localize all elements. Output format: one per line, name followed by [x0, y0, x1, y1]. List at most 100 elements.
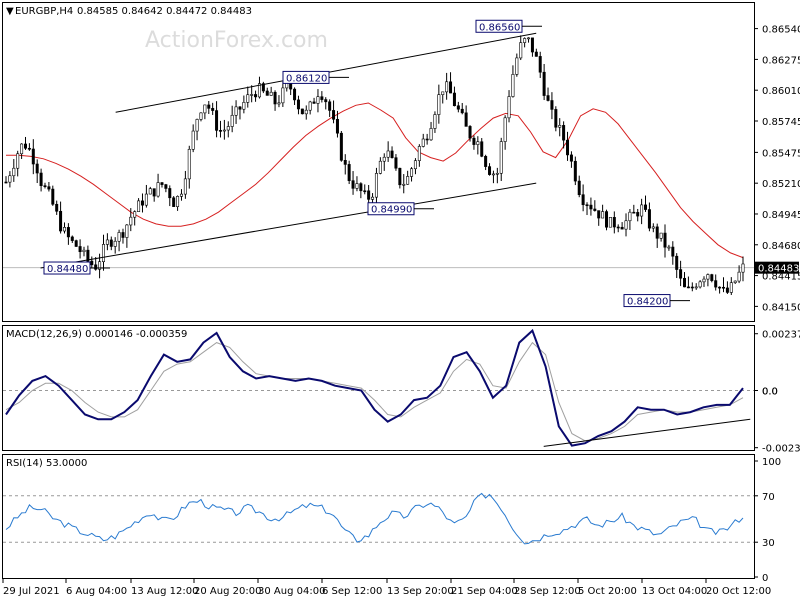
time-tick-label: 30 Aug 04:00 [258, 586, 325, 597]
candle-body [82, 249, 86, 253]
candle-body [511, 74, 515, 97]
candle-body [152, 188, 156, 197]
candle-body [698, 281, 702, 288]
candle-body [308, 101, 312, 111]
price-annotations: 0.84480 0.86120 0.84990 0.86560 0.84200 [43, 19, 690, 308]
price-tick-label: 0.84150 [762, 302, 800, 313]
channel-lines [40, 32, 537, 269]
rsi-line [5, 492, 744, 545]
candle-body [265, 90, 269, 96]
candle-body [179, 193, 183, 197]
candle-body [86, 249, 90, 262]
current-price-box [755, 261, 799, 274]
candle-body [129, 216, 133, 226]
candle-body [534, 51, 538, 57]
candle-body [98, 261, 102, 270]
rsi-tick-label: 30 [762, 538, 775, 549]
candle-body [277, 102, 281, 105]
candle-body [140, 200, 144, 206]
price-panel-frame [2, 2, 755, 322]
candle-body [577, 180, 581, 196]
candle-body [433, 114, 437, 129]
candle-body [43, 185, 47, 187]
candle-body [105, 239, 109, 245]
candle-body [425, 138, 429, 141]
watermark: ActionForex.com [145, 28, 328, 53]
candle-body [523, 38, 527, 43]
rsi-layer [3, 492, 754, 545]
candle-body [468, 126, 472, 139]
candle-body [300, 108, 304, 115]
candle-body [347, 164, 351, 181]
candle-body [620, 226, 624, 230]
price-tick-label: 0.86010 [762, 86, 800, 97]
macd-tick-label: 0.0 [762, 387, 778, 398]
candle-body [195, 119, 199, 132]
candle-body [20, 143, 24, 155]
candle-body [296, 99, 300, 110]
candle-body [234, 106, 238, 116]
candle-body [410, 168, 414, 177]
time-tick-label: 13 Sep 20:00 [387, 586, 454, 597]
candle-body [328, 101, 332, 111]
candle-body [281, 87, 285, 104]
candle-body [374, 173, 378, 198]
candle-body [686, 286, 690, 289]
candle-body [133, 211, 137, 218]
macd-layer [3, 328, 754, 447]
candle-body [491, 173, 495, 176]
candle-body [269, 91, 273, 96]
candle-body [371, 196, 375, 200]
candle-body [503, 117, 507, 142]
candle-body [647, 209, 651, 229]
candle-body [156, 182, 160, 197]
candle-body [702, 278, 706, 283]
candle-body [144, 193, 148, 206]
price-tick-label: 0.86540 [762, 25, 800, 36]
candle-body [31, 148, 35, 165]
time-tick-label: 20 Oct 12:00 [706, 586, 771, 597]
candle-body [495, 172, 499, 175]
candle-body [538, 56, 542, 73]
candle-body [238, 106, 242, 110]
candle-body [554, 109, 558, 128]
rsi-panel-frame [2, 454, 755, 579]
candle-body [530, 37, 534, 53]
candle-body [628, 211, 632, 222]
candle-body [527, 37, 531, 40]
candle-body [215, 110, 219, 131]
candle-body [168, 188, 172, 199]
candle-body [125, 224, 129, 238]
candle-body [484, 156, 488, 167]
dropdown-arrow-icon[interactable]: ▼ [6, 6, 14, 17]
candle-body [429, 128, 433, 141]
candle-body [203, 104, 207, 114]
candle-body [456, 105, 460, 110]
candle-body [4, 181, 8, 184]
candle-body [706, 274, 710, 280]
rsi-tick-label: 70 [762, 492, 775, 503]
candle-body [437, 94, 441, 115]
candle-body [729, 282, 733, 293]
candle-body [566, 139, 570, 156]
candle-body [741, 263, 745, 273]
candle-body [78, 246, 82, 253]
candle-body [226, 126, 230, 131]
candle-body [351, 180, 355, 189]
candle-body [499, 141, 503, 174]
candle-body [148, 188, 152, 195]
candle-body [121, 232, 125, 238]
candle-body [246, 94, 250, 103]
candle-body [339, 132, 343, 161]
price-axis: 0.86540 0.86275 0.86010 0.85745 0.85475 0.852… [754, 25, 800, 313]
candle-body [359, 183, 363, 192]
candle-body [667, 246, 671, 249]
time-tick-label: 28 Sep 12:00 [514, 586, 581, 597]
time-tick-label: 21 Sep 04:00 [451, 586, 518, 597]
candle-body [242, 102, 246, 110]
candle-body [218, 130, 222, 132]
candle-body [725, 287, 729, 293]
channel-line [40, 182, 537, 269]
candle-body [616, 226, 620, 229]
